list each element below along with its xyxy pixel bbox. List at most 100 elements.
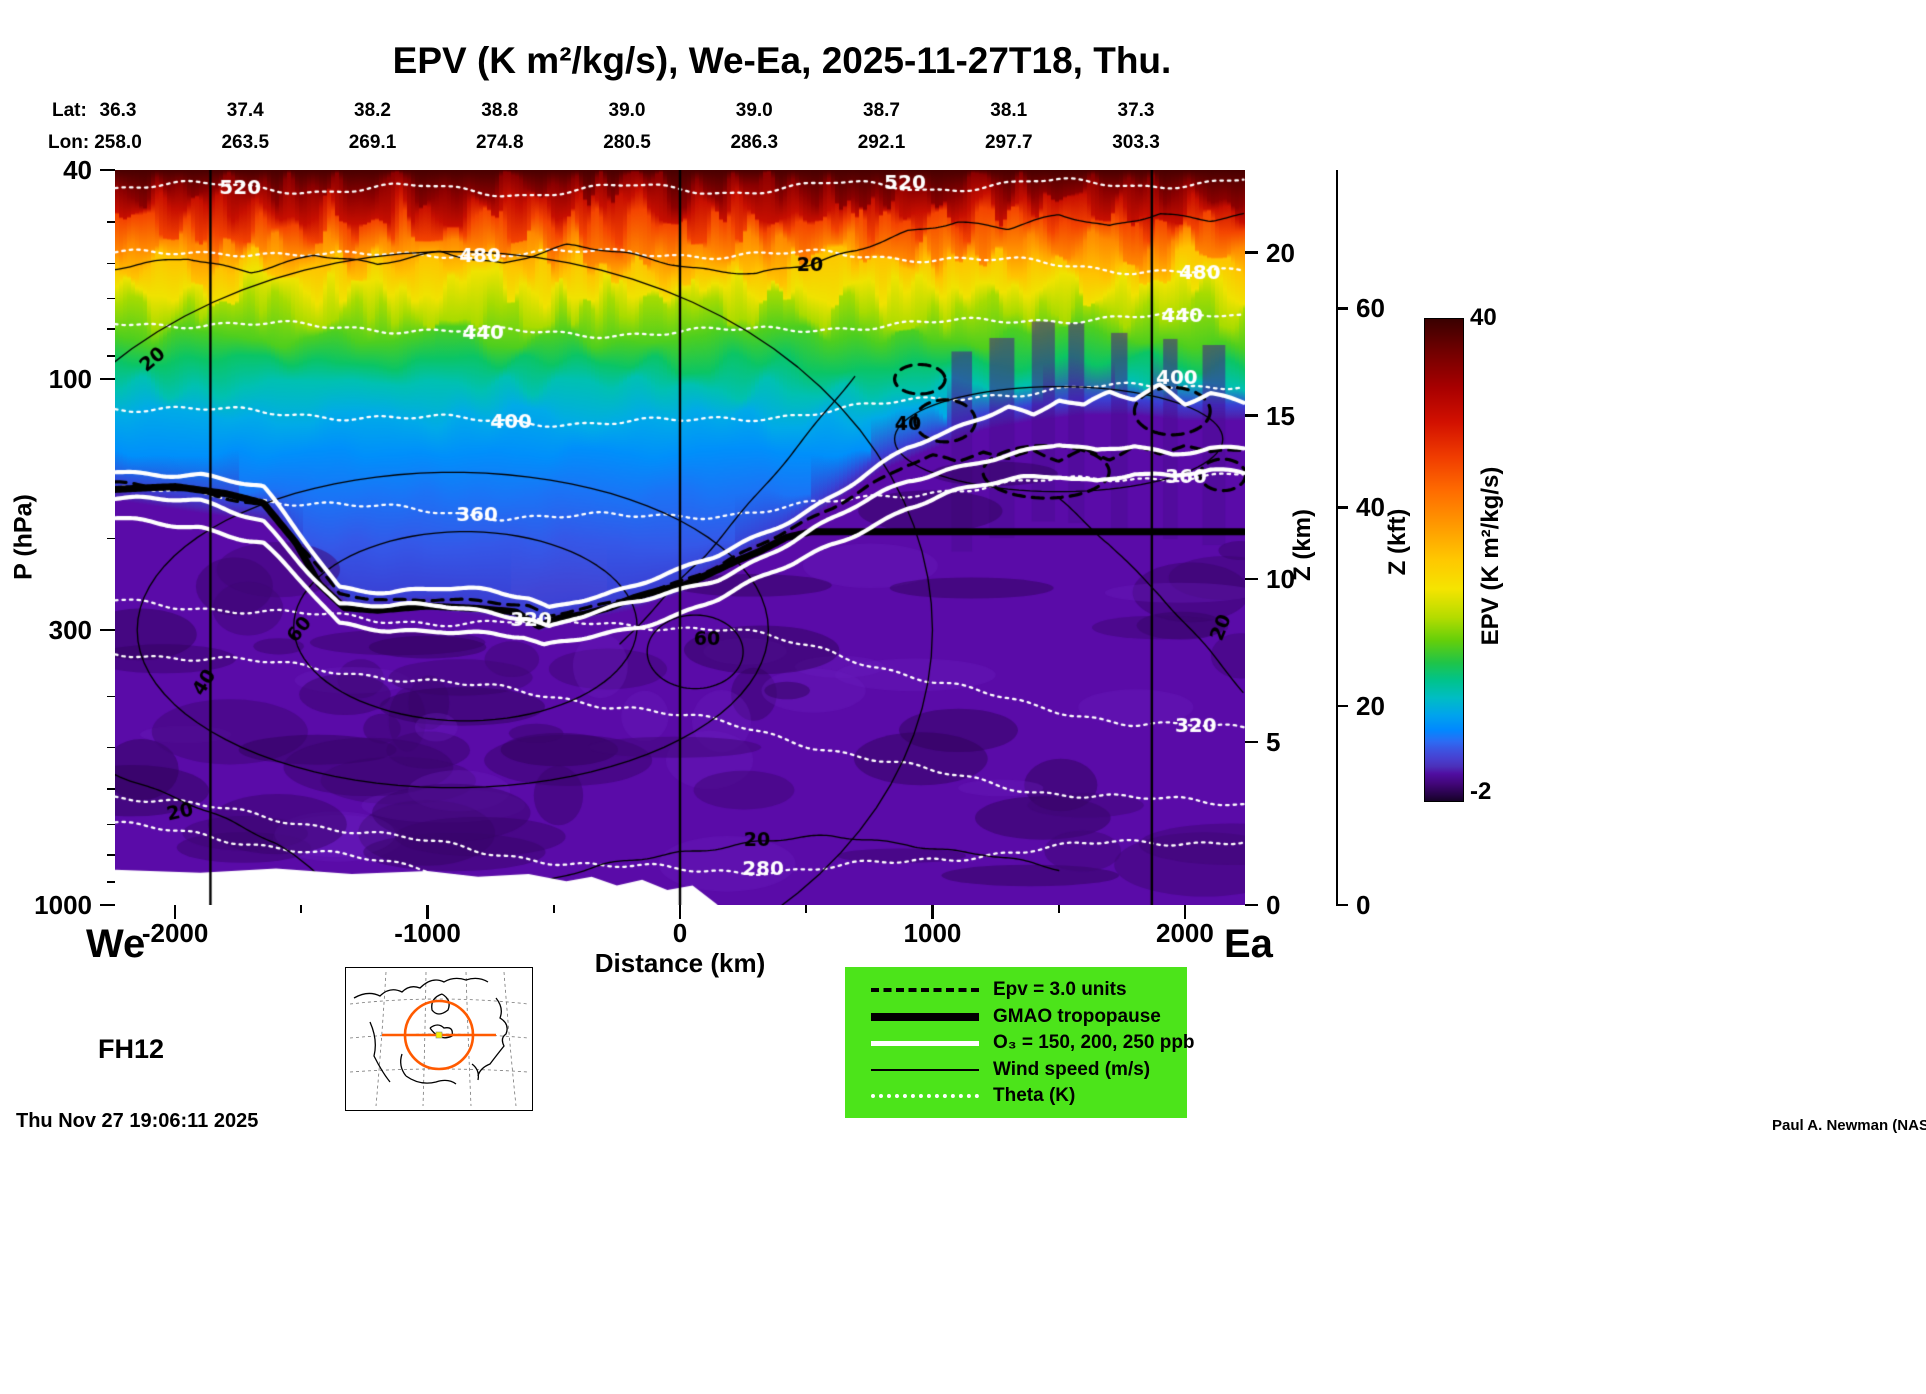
x-axis-minor-tick bbox=[552, 905, 555, 913]
lat-value: 37.4 bbox=[226, 100, 264, 121]
epv-cross-section-plot bbox=[115, 170, 1245, 905]
map-graticule bbox=[349, 971, 529, 1107]
legend-label: Wind speed (m/s) bbox=[993, 1058, 1151, 1080]
y-axis-tick-label: 100 bbox=[48, 364, 92, 395]
z-km-tick-label: 15 bbox=[1266, 400, 1295, 431]
lat-value: 36.3 bbox=[99, 100, 137, 121]
legend-item: Epv = 3.0 units bbox=[845, 977, 1187, 1004]
map-coastline bbox=[353, 977, 508, 1085]
map-inset bbox=[345, 967, 533, 1111]
z-km-tick bbox=[1245, 251, 1258, 254]
y-axis-minor-tick bbox=[107, 746, 115, 749]
lat-value: 38.7 bbox=[863, 100, 900, 121]
timestamp: Thu Nov 27 19:06:11 2025 bbox=[16, 1110, 259, 1132]
legend-sample-dashed-black bbox=[871, 988, 979, 993]
z-km-tick-label: 5 bbox=[1266, 726, 1281, 757]
y-axis-tick-label: 40 bbox=[63, 155, 92, 185]
lat-value: 37.3 bbox=[1117, 100, 1155, 121]
lat-value: 38.8 bbox=[481, 100, 519, 121]
y-axis-minor-tick bbox=[107, 537, 115, 540]
z-km-tick bbox=[1245, 740, 1258, 744]
lat-value: 38.2 bbox=[354, 100, 391, 121]
lon-value: 303.3 bbox=[1112, 132, 1160, 153]
z-km-tick bbox=[1245, 577, 1258, 581]
z-kft-tick bbox=[1336, 506, 1348, 509]
colorbar bbox=[1424, 318, 1464, 802]
x-axis-tick bbox=[931, 905, 934, 919]
lon-value: 269.1 bbox=[348, 132, 397, 153]
x-axis-tick-label: 0 bbox=[672, 918, 688, 948]
legend-item: GMAO tropopause bbox=[845, 1004, 1187, 1031]
endpoint-east: Ea bbox=[1224, 922, 1273, 966]
legend-label: O₃ = 150, 200, 250 ppb bbox=[993, 1032, 1195, 1054]
y-axis-tick-label: 1000 bbox=[34, 890, 92, 920]
x-axis-tick-label: 1000 bbox=[903, 918, 962, 948]
y-axis-tick bbox=[100, 903, 115, 907]
legend-sample-thick-white bbox=[871, 1040, 979, 1046]
x-axis-tick-label: 2000 bbox=[1155, 918, 1214, 948]
y-axis-minor-tick bbox=[107, 695, 115, 698]
range-ring bbox=[403, 999, 475, 1071]
z-km-tick-label: 20 bbox=[1266, 237, 1295, 268]
legend-sample-dotted-white bbox=[871, 1094, 979, 1099]
forecast-hour: FH12 bbox=[98, 1034, 165, 1064]
x-axis-label: Distance (km) bbox=[594, 948, 766, 978]
y-axis-tick bbox=[100, 168, 115, 172]
y-axis-tick-label: 300 bbox=[48, 615, 92, 646]
z-kft-axis-line bbox=[1336, 170, 1338, 905]
y-axis-minor-tick bbox=[107, 355, 115, 357]
lat-value: 39.0 bbox=[735, 100, 773, 121]
z-kft-tick-label: 20 bbox=[1356, 691, 1385, 722]
z-kft-tick-label: 0 bbox=[1356, 890, 1371, 920]
y-axis-minor-tick bbox=[107, 880, 115, 883]
lon-value: 274.8 bbox=[475, 132, 524, 153]
plot-title: EPV (K m²/kg/s), We-Ea, 2025-11-27T18, T… bbox=[392, 40, 1172, 81]
x-axis-minor-tick bbox=[805, 905, 808, 913]
lon-value: 286.3 bbox=[730, 132, 779, 153]
lon-value: 258.0 bbox=[94, 132, 142, 153]
legend-label: Epv = 3.0 units bbox=[993, 979, 1127, 1001]
legend: Epv = 3.0 units GMAO tropopause O₃ = 150, … bbox=[845, 967, 1195, 1118]
z-km-tick bbox=[1245, 414, 1258, 417]
z-kft-tick bbox=[1336, 704, 1348, 708]
lat-row-label: Lat: bbox=[52, 100, 87, 121]
legend-item: O₃ = 150, 200, 250 ppb bbox=[845, 1030, 1195, 1057]
x-axis-minor-tick bbox=[1057, 905, 1060, 913]
y-axis-minor-tick bbox=[107, 328, 115, 330]
credit: Paul A. Newman (NASA bbox=[1772, 1117, 1926, 1134]
legend-item: Wind speed (m/s) bbox=[845, 1057, 1187, 1084]
z-kft-tick-label: 40 bbox=[1356, 492, 1385, 523]
y-axis-tick bbox=[100, 628, 115, 632]
lon-value: 297.7 bbox=[984, 132, 1033, 153]
colorbar-max-label: 40 bbox=[1470, 304, 1497, 331]
y-axis-minor-tick bbox=[107, 854, 115, 856]
x-axis-tick bbox=[426, 905, 429, 919]
colorbar-min-label: -2 bbox=[1470, 778, 1492, 805]
y-axis-minor-tick bbox=[107, 262, 115, 265]
x-axis-tick-label: -2000 bbox=[141, 918, 209, 948]
y-axis-label: P (hPa) bbox=[9, 494, 38, 580]
legend-sample-thin-black bbox=[871, 1068, 979, 1071]
x-axis-minor-tick bbox=[300, 905, 303, 913]
x-axis-tick bbox=[173, 905, 177, 919]
legend-label: GMAO tropopause bbox=[993, 1005, 1161, 1027]
y-axis-minor-tick bbox=[107, 220, 115, 223]
colorbar-axis-label: EPV (K m²/kg/s) bbox=[1477, 466, 1504, 646]
legend-label: Theta (K) bbox=[993, 1085, 1076, 1107]
lon-value: 263.5 bbox=[221, 132, 270, 153]
z-kft-tick-label: 60 bbox=[1356, 293, 1385, 324]
z-kft-tick bbox=[1336, 903, 1348, 907]
x-axis-tick bbox=[678, 905, 682, 919]
endpoint-west: We bbox=[86, 922, 146, 966]
lat-value: 38.1 bbox=[990, 100, 1028, 121]
z-km-tick-label: 0 bbox=[1266, 890, 1281, 920]
center-marker bbox=[435, 1031, 443, 1039]
y-axis-tick bbox=[100, 377, 115, 381]
lon-value: 292.1 bbox=[857, 132, 906, 153]
z-km-tick-label: 10 bbox=[1266, 563, 1295, 594]
z-km-tick bbox=[1245, 903, 1258, 907]
legend-sample-thick-black bbox=[871, 1012, 979, 1021]
z-kft-tick bbox=[1336, 307, 1348, 310]
lon-value: 280.5 bbox=[603, 132, 651, 153]
